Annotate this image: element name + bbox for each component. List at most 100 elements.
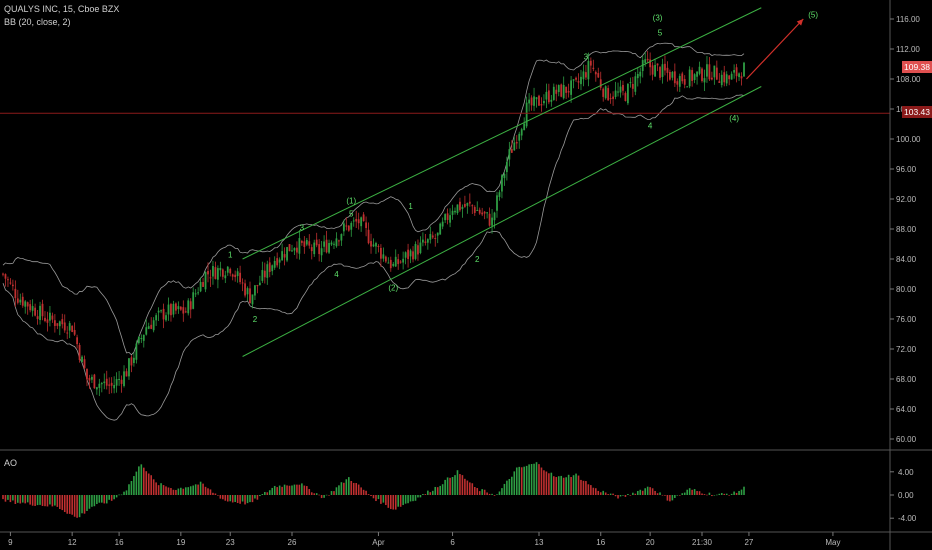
ao-bar xyxy=(318,494,320,496)
candle-body xyxy=(105,378,108,386)
ao-bar xyxy=(738,490,740,495)
ao-bar xyxy=(728,495,730,496)
candle-body xyxy=(701,68,703,82)
ao-bar xyxy=(461,475,464,495)
candle-body xyxy=(118,378,120,380)
candle-body xyxy=(607,88,610,101)
x-tick-label: May xyxy=(825,538,840,547)
candle-body xyxy=(214,267,217,279)
ao-bar xyxy=(192,485,194,495)
ao-bar xyxy=(113,495,115,500)
ao-bar xyxy=(590,485,592,495)
ao-tick-label: -4.00 xyxy=(898,514,917,523)
ao-bar xyxy=(597,490,600,495)
candle-body xyxy=(226,266,229,273)
ao-bar xyxy=(523,466,525,495)
ao-bar xyxy=(29,495,31,505)
y-tick-label: 64.00 xyxy=(896,405,917,414)
ao-bar xyxy=(624,495,627,497)
ao-bar xyxy=(730,493,733,495)
candle-body xyxy=(691,70,694,81)
y-tick-label: 112.00 xyxy=(896,45,920,54)
candle-body xyxy=(547,90,550,103)
ao-bar xyxy=(147,473,150,495)
ao-bar xyxy=(550,472,553,495)
ao-bar xyxy=(636,491,639,495)
candle-body xyxy=(461,206,464,209)
candle-body xyxy=(545,91,548,100)
ao-bar xyxy=(545,471,548,495)
candle-body xyxy=(725,74,728,84)
ao-bar xyxy=(716,494,718,496)
ao-bar xyxy=(325,494,328,496)
ao-bar xyxy=(51,495,54,507)
ao-bar xyxy=(108,495,111,500)
ao-bar xyxy=(293,484,296,495)
candle-body xyxy=(710,77,713,80)
candle-body xyxy=(147,326,150,329)
candle-body xyxy=(454,210,456,213)
candle-body xyxy=(644,59,647,63)
candle-body xyxy=(234,274,237,278)
ao-bar xyxy=(202,483,204,495)
candle-body xyxy=(619,86,622,93)
ao-bar xyxy=(575,473,577,495)
candle-body xyxy=(424,241,427,243)
candle-body xyxy=(357,219,360,224)
ao-bar xyxy=(723,493,726,495)
x-tick-label: Apr xyxy=(372,538,385,547)
candle-body xyxy=(142,334,145,341)
candle-body xyxy=(73,329,76,335)
candle-body xyxy=(649,59,652,68)
ao-bar xyxy=(572,475,575,495)
candle-body xyxy=(728,75,731,80)
candle-body xyxy=(629,82,632,84)
candle-body xyxy=(515,142,518,144)
candle-body xyxy=(412,251,414,260)
candle-body xyxy=(345,225,348,227)
candle-body xyxy=(56,323,59,326)
ao-bar xyxy=(172,489,175,495)
wave-label: (3) xyxy=(653,14,663,23)
ao-bar xyxy=(78,495,81,518)
ao-bar xyxy=(674,495,676,498)
candle-body xyxy=(254,285,256,296)
candle-body xyxy=(723,72,726,83)
ao-bar xyxy=(209,489,212,495)
ao-bar xyxy=(39,495,41,505)
ao-bar xyxy=(256,495,259,500)
ao-bar xyxy=(152,479,155,495)
candle-body xyxy=(456,204,459,214)
ao-bar xyxy=(343,482,345,495)
ao-bar xyxy=(385,495,387,506)
y-tick-label: 96.00 xyxy=(896,165,917,174)
candle-body xyxy=(552,86,555,101)
candle-body xyxy=(310,247,313,252)
ao-bar xyxy=(239,495,241,504)
ao-bar xyxy=(577,475,580,495)
candle-body xyxy=(155,315,158,321)
ao-bar xyxy=(26,495,29,503)
ao-bar xyxy=(241,495,244,502)
y-tick-label: 80.00 xyxy=(896,285,917,294)
ao-bar xyxy=(735,492,738,495)
ao-bar xyxy=(740,489,743,495)
ao-bar xyxy=(469,482,471,495)
candle-body xyxy=(367,229,370,244)
ao-bar xyxy=(560,475,563,495)
ao-bar xyxy=(222,495,224,500)
ao-bar xyxy=(362,489,365,495)
ao-bar xyxy=(73,495,76,517)
candle-body xyxy=(241,282,244,284)
last-price-badge: 109.38 xyxy=(902,61,932,73)
candle-body xyxy=(599,79,602,88)
candle-body xyxy=(194,293,197,295)
x-tick-label: 16 xyxy=(596,538,605,547)
candle-body xyxy=(602,88,605,97)
candle-body xyxy=(44,317,46,322)
ao-bar xyxy=(708,492,711,495)
ao-bar xyxy=(298,484,301,495)
ao-bar xyxy=(180,487,182,495)
wave-label: 3 xyxy=(300,224,305,233)
